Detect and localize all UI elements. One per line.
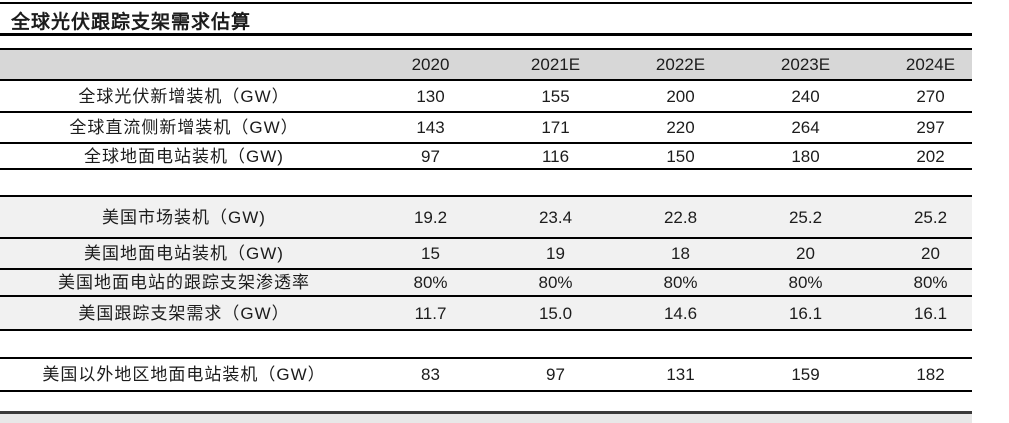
cell-value: 11.7 xyxy=(414,303,447,323)
cell-value: 19.2 xyxy=(413,207,448,227)
cell-value: 200 xyxy=(666,86,695,106)
row-label: 美国地面电站装机（GW) xyxy=(84,244,284,263)
cell-value: 220 xyxy=(666,118,695,137)
table-spacer-row xyxy=(0,331,972,359)
cell-value: 97 xyxy=(421,146,440,166)
table-row-us-market-install: 美国市场装机（GW) 19.2 23.4 22.8 25.2 25.2 xyxy=(0,197,972,239)
cell-value: 116 xyxy=(541,146,570,166)
cell-value: 15.0 xyxy=(538,303,573,323)
cell-value: 20 xyxy=(796,244,815,263)
cell-value: 97 xyxy=(546,365,565,384)
cell-value: 80% xyxy=(913,273,948,292)
cell-value: 297 xyxy=(916,118,945,137)
pv-tracker-demand-table: 2020 2021E 2022E 2023E 2024E 全球光伏新增装机（GW… xyxy=(0,50,972,392)
cell-value: 80% xyxy=(538,273,573,292)
cell-value: 23.4 xyxy=(538,207,573,227)
cell-value: 18 xyxy=(671,244,690,263)
row-label: 美国地面电站的跟踪支架渗透率 xyxy=(58,273,310,292)
cell-value: 270 xyxy=(916,86,945,106)
cell-value: 25.2 xyxy=(788,207,823,227)
table-row-us-tracker-demand: 美国跟踪支架需求（GW） 11.7 15.0 14.6 16.1 16.1 xyxy=(0,297,972,331)
row-label: 全球地面电站装机（GW) xyxy=(84,146,284,166)
column-header-2021e: 2021E xyxy=(530,55,581,74)
row-label: 全球光伏新增装机（GW） xyxy=(78,86,290,106)
table-row-us-ground-station: 美国地面电站装机（GW) 15 19 18 20 20 xyxy=(0,239,972,270)
table-row-global-pv-new-install: 全球光伏新增装机（GW） 130 155 200 240 270 xyxy=(0,81,972,113)
column-header-2024e: 2024E xyxy=(905,55,956,74)
cell-value: 80% xyxy=(413,273,448,292)
cell-value: 182 xyxy=(916,365,945,384)
cell-value: 25.2 xyxy=(913,207,948,227)
cell-value: 180 xyxy=(791,146,820,166)
cell-value: 19 xyxy=(546,244,565,263)
top-divider xyxy=(0,2,972,4)
cell-value: 83 xyxy=(421,365,440,384)
table-row-global-ground-station: 全球地面电站装机（GW) 97 116 150 180 202 xyxy=(0,144,972,170)
column-header-2020: 2020 xyxy=(411,55,450,74)
header-top-divider xyxy=(0,48,972,50)
cell-value: 130 xyxy=(416,86,445,106)
cell-value: 80% xyxy=(788,273,823,292)
column-header-2023e: 2023E xyxy=(780,55,831,74)
cell-value: 171 xyxy=(541,118,570,137)
table-row-us-tracker-penetration: 美国地面电站的跟踪支架渗透率 80% 80% 80% 80% 80% xyxy=(0,270,972,297)
title-underline xyxy=(0,33,972,36)
cell-value: 240 xyxy=(791,86,820,106)
table-row-global-dc-new-install: 全球直流侧新增装机（GW） 143 171 220 264 297 xyxy=(0,113,972,144)
row-label: 美国以外地区地面电站装机（GW） xyxy=(42,365,326,384)
cell-value: 143 xyxy=(416,118,445,137)
row-label: 美国跟踪支架需求（GW） xyxy=(78,303,290,323)
table-spacer-row xyxy=(0,170,972,197)
cell-value: 202 xyxy=(916,146,945,166)
next-section-header-band xyxy=(0,414,972,423)
cell-value: 15 xyxy=(421,244,440,263)
next-section-top-border xyxy=(0,411,972,414)
cell-value: 22.8 xyxy=(663,207,698,227)
cell-value: 14.6 xyxy=(663,303,698,323)
column-header-2022e: 2022E xyxy=(655,55,706,74)
page-title: 全球光伏跟踪支架需求估算 xyxy=(11,12,252,33)
cell-value: 20 xyxy=(921,244,940,263)
cell-value: 80% xyxy=(663,273,698,292)
cell-value: 155 xyxy=(541,86,570,106)
table-row-non-us-ground-station: 美国以外地区地面电站装机（GW） 83 97 131 159 182 xyxy=(0,359,972,392)
cell-value: 159 xyxy=(791,365,820,384)
cell-value: 16.1 xyxy=(788,303,823,323)
cell-value: 150 xyxy=(666,146,695,166)
cell-value: 16.1 xyxy=(913,303,948,323)
row-label: 美国市场装机（GW) xyxy=(102,207,266,227)
table-header-row: 2020 2021E 2022E 2023E 2024E xyxy=(0,50,972,81)
cell-value: 131 xyxy=(666,365,695,384)
cell-value: 264 xyxy=(791,118,820,137)
row-label: 全球直流侧新增装机（GW） xyxy=(69,118,299,137)
